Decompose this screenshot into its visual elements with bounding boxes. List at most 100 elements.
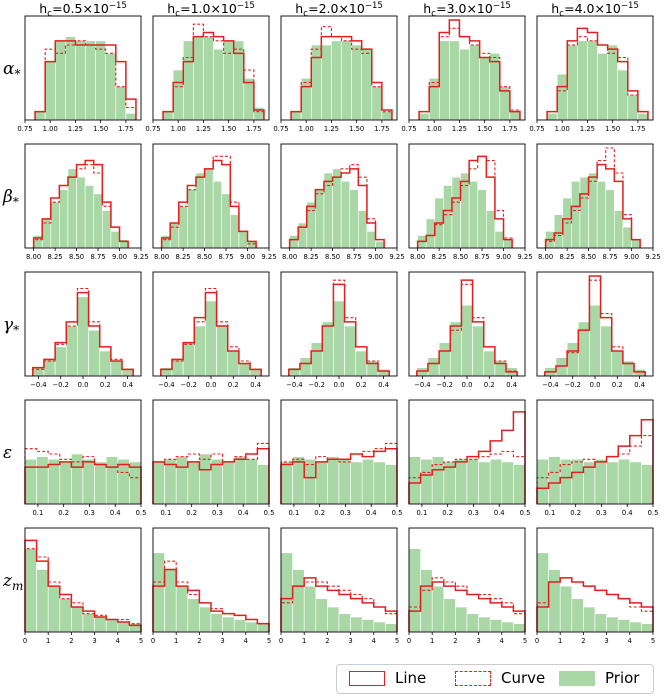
x-tick-label: 8.00 [538, 253, 553, 261]
x-tick-label: 0 [535, 637, 539, 645]
prior-bar [637, 113, 649, 121]
prior-bar [371, 86, 383, 121]
x-tick-label: 0.4 [110, 509, 121, 517]
x-tick-label: 8.75 [474, 253, 489, 261]
x-tick-label: 4 [500, 637, 504, 645]
x-tick-label: 8.25 [560, 253, 575, 261]
prior-bar [125, 113, 137, 121]
prior-bar [633, 369, 646, 377]
curve-histogram [32, 287, 134, 376]
x-tick-label: 3 [220, 637, 224, 645]
prior-bar [187, 189, 197, 249]
prior-bar [577, 40, 588, 121]
prior-bar [199, 453, 212, 505]
x-tick-label: 8.75 [346, 253, 361, 261]
prior-bar [233, 456, 247, 505]
prior-bar [99, 350, 112, 377]
prior-bar [110, 231, 120, 249]
x-tick-label: 1.50 [221, 125, 236, 133]
prior-bar [611, 350, 624, 377]
panel-frame [24, 143, 142, 249]
x-tick-label: 9.25 [517, 253, 532, 261]
prior-bar [425, 218, 436, 249]
prior-bar [323, 172, 333, 249]
prior-bar [361, 458, 375, 505]
prior-bar [257, 623, 270, 633]
x-tick-label: 1.75 [374, 125, 389, 133]
x-tick-label: 9.25 [261, 253, 276, 261]
histogram-panel: 8.00 8.25 8.50 8.75 9.00 9.25 [536, 143, 661, 261]
line-histogram [32, 159, 129, 248]
prior-bar [499, 86, 511, 121]
x-tick-label: 0.2 [314, 509, 325, 517]
prior-bar [583, 461, 596, 505]
histogram-panel: 8.00 8.25 8.50 8.75 9.00 9.25 [280, 143, 405, 261]
line-histogram [280, 447, 398, 504]
legend-label-prior: Prior [605, 669, 640, 687]
x-tick-label: 1.00 [43, 125, 58, 133]
prior-bar [193, 325, 206, 377]
x-tick-label: 5 [523, 637, 527, 645]
x-tick-label: 0 [279, 637, 283, 645]
prior-bar [327, 456, 340, 505]
x-tick-label: 8.50 [453, 253, 468, 261]
line-histogram [152, 568, 270, 632]
prior-bar [36, 569, 49, 633]
prior-bar [553, 214, 564, 249]
x-tick-label: 0.1 [32, 509, 43, 517]
x-tick-label: 0.3 [340, 509, 351, 517]
prior-bar [223, 40, 234, 121]
prior-bar [556, 73, 568, 121]
x-tick-label: 0.2 [356, 381, 367, 389]
x-tick-label: 0.4 [122, 381, 133, 389]
prior-bar [600, 325, 613, 377]
prior-bar [82, 458, 95, 505]
prior-bar [75, 40, 86, 121]
prior-bar [315, 189, 325, 249]
prior-bar [350, 461, 363, 505]
x-tick-label: −0.2 [52, 381, 69, 389]
x-tick-label: 0.4 [622, 509, 633, 517]
prior-bar [408, 456, 421, 505]
x-tick-label: 0.4 [238, 509, 249, 517]
prior-bar [54, 346, 67, 377]
x-tick-label: −0.4 [286, 381, 303, 389]
x-tick-label: 0.4 [378, 381, 389, 389]
prior-bar [203, 36, 214, 121]
x-tick-label: 8.25 [304, 253, 319, 261]
x-tick-label: 8.00 [282, 253, 297, 261]
prior-bar [479, 57, 490, 121]
x-tick-label: 1.50 [605, 125, 620, 133]
line-histogram [416, 155, 513, 248]
x-tick-label: 0.1 [288, 509, 299, 517]
prior-bar [469, 44, 480, 121]
prior-bar [212, 181, 223, 249]
x-tick-label: 8.50 [197, 253, 212, 261]
x-tick-label: 8.25 [176, 253, 191, 261]
prior-bar [629, 621, 642, 633]
prior-bar [605, 189, 615, 249]
prior-bar [350, 616, 363, 633]
x-tick-label: 1 [430, 637, 434, 645]
column-title: hc=2.0×10−15 [295, 1, 383, 19]
prior-bar [247, 241, 257, 249]
histogram-panel: −0.4 −0.2 0.0 0.2 0.4 [536, 271, 654, 389]
row-label: γ* [3, 315, 19, 337]
prior-bar [105, 53, 117, 121]
histogram-panel: 0 1 2 3 4 5 [279, 527, 399, 645]
x-tick-label: 4 [628, 637, 632, 645]
prior-bar [455, 458, 468, 505]
prior-bar [614, 210, 624, 249]
prior-bar [617, 619, 631, 633]
x-tick-label: 0.1 [416, 509, 427, 517]
histogram-panel: −0.4 −0.2 0.0 0.2 0.4 [152, 271, 270, 389]
legend: Line Curve Prior [336, 664, 654, 694]
x-tick-label: 8.75 [90, 253, 105, 261]
curve-histogram [24, 548, 142, 632]
prior-bar [164, 569, 177, 633]
x-tick-label: 0.3 [596, 509, 607, 517]
prior-bar [105, 456, 119, 505]
prior-bar [243, 78, 255, 121]
prior-bar [455, 606, 468, 633]
prior-bar [472, 325, 485, 377]
